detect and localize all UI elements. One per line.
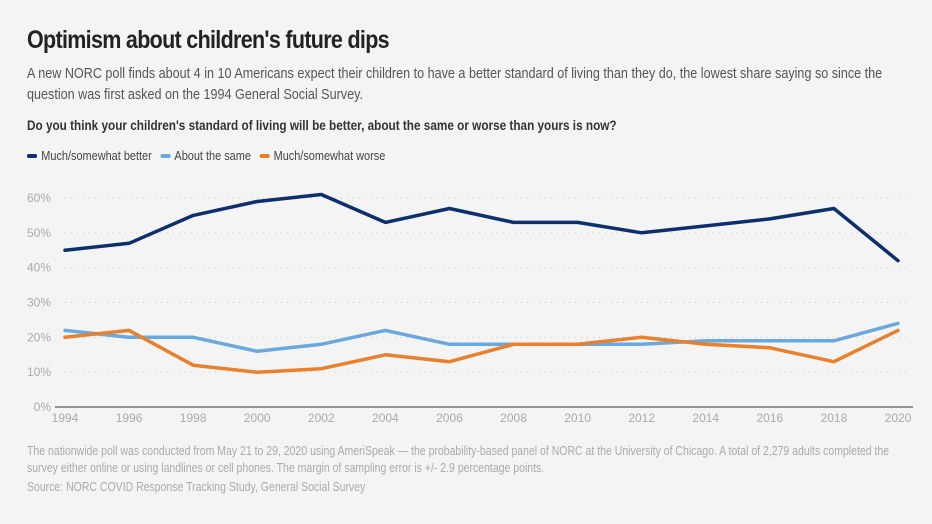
chart-subtitle: A new NORC poll finds about 4 in 10 Amer… [27, 65, 883, 103]
y-tick-label: 20% [27, 330, 51, 344]
x-tick-label: 2012 [628, 411, 655, 425]
x-axis-ticks: 1994 1996 1998 2000 2002 2004 2006 2008 2010 2012… [52, 411, 912, 425]
x-tick-label: 1998 [180, 411, 207, 425]
y-tick-label: 40% [27, 261, 51, 275]
legend: Much/somewhat better About the same Much… [27, 148, 385, 163]
legend-swatch-same [160, 153, 171, 158]
x-tick-label: 2014 [692, 411, 719, 425]
gridlines [65, 197, 908, 373]
x-tick-label: 2008 [500, 411, 527, 425]
y-axis-ticks: 0% 10% 20% 30% 40% 50% 60% [27, 191, 51, 414]
series-line-worse [63, 328, 900, 374]
legend-label-worse: Much/somewhat worse [273, 148, 386, 163]
x-tick-label: 2020 [885, 411, 912, 425]
series-line-same [63, 321, 900, 354]
legend-label-better: Much/somewhat better [41, 148, 152, 163]
legend-item-same: About the same [160, 148, 251, 163]
series-lines [63, 192, 900, 374]
chart-title: Optimism about children's future dips [27, 26, 390, 54]
x-tick-label: 2002 [308, 411, 335, 425]
x-tick-label: 2010 [564, 411, 591, 425]
legend-item-worse: Much/somewhat worse [259, 148, 385, 163]
y-tick-label: 50% [27, 226, 51, 240]
y-tick-label: 0% [34, 400, 52, 414]
y-tick-label: 30% [27, 296, 51, 310]
survey-question: Do you think your children's standard of… [27, 117, 617, 133]
x-tick-label: 2018 [821, 411, 848, 425]
y-tick-label: 60% [27, 191, 51, 205]
methodology-note: The nationwide poll was conducted from M… [27, 444, 890, 475]
legend-item-better: Much/somewhat better [27, 148, 152, 163]
x-tick-label: 2004 [372, 411, 399, 425]
x-tick-label: 2016 [756, 411, 783, 425]
x-tick-label: 1994 [52, 411, 79, 425]
legend-swatch-better [27, 153, 38, 158]
series-line-better [63, 192, 900, 263]
x-tick-label: 2000 [244, 411, 271, 425]
x-tick-label: 2006 [436, 411, 463, 425]
x-tick-label: 1996 [116, 411, 143, 425]
legend-swatch-worse [259, 153, 270, 158]
y-tick-label: 10% [27, 365, 51, 379]
source-note: Source: NORC COVID Response Tracking Stu… [27, 480, 366, 494]
legend-label-same: About the same [174, 148, 251, 163]
